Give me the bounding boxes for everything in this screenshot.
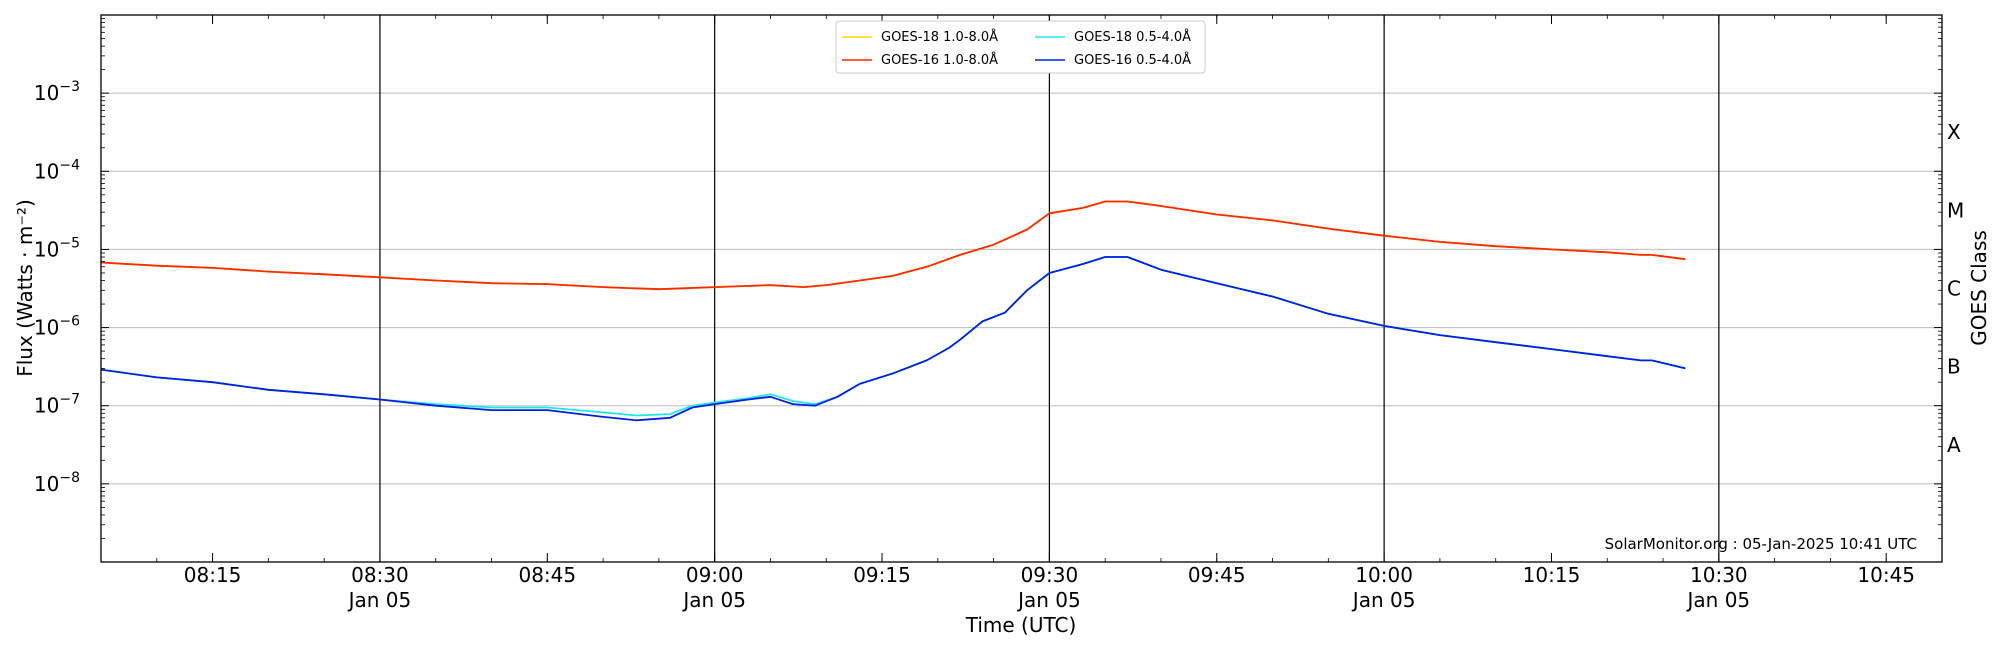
x-tick-date-label: Jan 05 [1351,588,1416,612]
x-tick-label: 09:30 [1021,563,1079,587]
x-tick-label: 10:45 [1857,563,1915,587]
legend-label-goes16-short: GOES-16 0.5-4.0Å [1074,52,1191,68]
plot-frame [100,14,1943,563]
y-tick-label: 10−6 [34,314,80,340]
y-tick-label: 10−5 [34,235,80,261]
x-tick-date-label: Jan 05 [347,588,412,612]
series-line-1 [100,200,1686,291]
x-tick-label: 10:30 [1690,563,1748,587]
x-tick-label: 10:15 [1523,563,1581,587]
x-tick-label: 08:30 [351,563,409,587]
x-axis-title: Time (UTC) [965,613,1077,637]
x-tick-date-label: Jan 05 [681,588,746,612]
x-tick-label: 09:15 [853,563,911,587]
goes-class-label: B [1947,355,1961,379]
goes-class-label: M [1947,198,1964,222]
y-tick-label: 10−4 [34,157,80,183]
y-tick-label: 10−3 [34,79,80,105]
x-tick-date-label: Jan 05 [1016,588,1081,612]
goes-class-label: C [1947,277,1961,301]
legend: GOES-18 1.0-8.0Å GOES-16 1.0-8.0Å GOES-1… [835,20,1206,74]
axis-ticks [100,15,1943,562]
legend-label-goes16-long: GOES-16 1.0-8.0Å [881,52,998,68]
legend-label-goes18-long: GOES-18 1.0-8.0Å [881,29,998,45]
y-axis-title: Flux (Watts · m⁻²) [13,199,37,377]
x-tick-label: 08:15 [184,563,242,587]
series-layer [100,200,1686,422]
y-tick-label: 10−8 [34,470,80,496]
x-tick-label: 08:45 [518,563,576,587]
goes-class-label: A [1947,433,1961,457]
goes-class-label: X [1947,120,1961,144]
series-line-3 [100,256,1686,422]
legend-box [835,20,1206,74]
credit-text: SolarMonitor.org : 05-Jan-2025 10:41 UTC [1605,535,1917,553]
x-tick-label: 09:45 [1188,563,1246,587]
x-tick-label: 09:00 [686,563,744,587]
y-tick-label: 10−7 [34,392,80,418]
grid-lines [101,14,1942,563]
legend-label-goes18-short: GOES-18 0.5-4.0Å [1074,29,1191,45]
x-tick-label: 10:00 [1355,563,1413,587]
goes-class-axis-title: GOES Class [1967,230,1991,346]
x-tick-date-label: Jan 05 [1686,588,1751,612]
